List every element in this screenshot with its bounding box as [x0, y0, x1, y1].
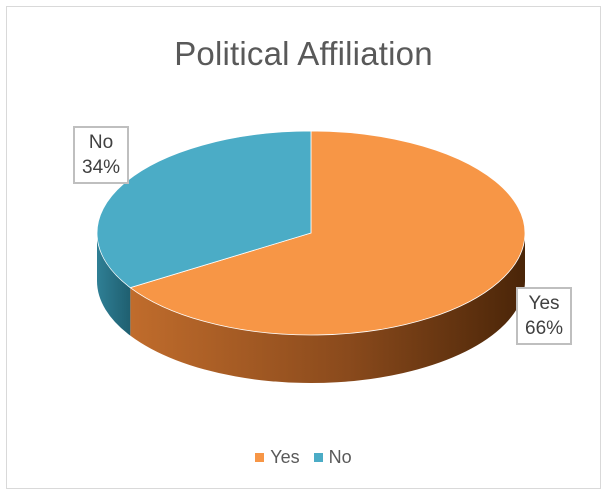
legend: Yes No [7, 447, 600, 468]
chart-area: Political Affiliation No 34% Yes 66% Yes [6, 6, 601, 489]
data-label-yes: Yes 66% [516, 287, 573, 345]
data-label-no-value: 34% [82, 157, 121, 178]
pie-chart [96, 130, 526, 383]
data-label-no-category: No [88, 132, 114, 153]
data-label-yes-category: Yes [528, 293, 560, 314]
legend-swatch-yes [255, 453, 265, 462]
pie-slice-yes [129, 130, 526, 336]
pie-side-yes [130, 233, 525, 383]
pie-side-no [97, 233, 131, 336]
legend-label-yes: Yes [270, 447, 300, 467]
legend-entry-no: No [313, 447, 352, 468]
legend-entry-yes: Yes [255, 447, 300, 468]
chart-title: Political Affiliation [174, 35, 433, 72]
legend-swatch-no [313, 453, 323, 462]
data-label-yes-value: 66% [525, 318, 564, 339]
legend-label-no: No [328, 447, 352, 467]
data-label-no: No 34% [73, 126, 130, 184]
